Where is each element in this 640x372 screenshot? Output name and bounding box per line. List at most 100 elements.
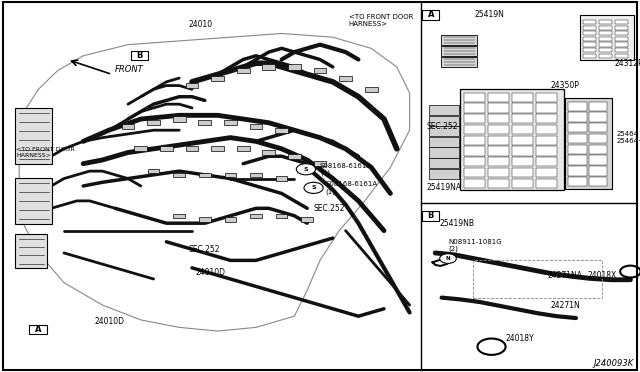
FancyBboxPatch shape <box>488 93 509 102</box>
FancyBboxPatch shape <box>512 157 533 166</box>
FancyBboxPatch shape <box>173 173 185 177</box>
FancyBboxPatch shape <box>288 154 301 159</box>
FancyBboxPatch shape <box>29 325 47 334</box>
FancyBboxPatch shape <box>568 102 587 111</box>
Text: 24010D: 24010D <box>195 268 225 277</box>
FancyBboxPatch shape <box>512 103 533 113</box>
FancyBboxPatch shape <box>615 37 628 41</box>
FancyBboxPatch shape <box>589 123 607 132</box>
Text: 24010D: 24010D <box>95 317 125 326</box>
FancyBboxPatch shape <box>536 179 557 188</box>
FancyBboxPatch shape <box>568 166 587 176</box>
FancyBboxPatch shape <box>589 102 607 111</box>
FancyBboxPatch shape <box>589 134 607 143</box>
FancyBboxPatch shape <box>536 93 557 102</box>
FancyBboxPatch shape <box>580 15 634 60</box>
FancyBboxPatch shape <box>488 114 509 124</box>
FancyBboxPatch shape <box>583 54 596 58</box>
Text: A: A <box>428 10 434 19</box>
FancyBboxPatch shape <box>464 93 485 102</box>
FancyBboxPatch shape <box>429 126 459 137</box>
FancyBboxPatch shape <box>262 64 275 70</box>
Text: S08168-6161A
(1): S08168-6161A (1) <box>320 163 372 176</box>
FancyBboxPatch shape <box>441 57 477 67</box>
FancyBboxPatch shape <box>276 214 287 218</box>
Text: 24010: 24010 <box>189 20 213 29</box>
FancyBboxPatch shape <box>3 2 637 370</box>
Text: A: A <box>35 325 42 334</box>
FancyBboxPatch shape <box>314 68 326 73</box>
Text: 24271N: 24271N <box>550 301 580 310</box>
FancyBboxPatch shape <box>583 48 596 52</box>
FancyBboxPatch shape <box>488 179 509 188</box>
FancyBboxPatch shape <box>464 179 485 188</box>
FancyBboxPatch shape <box>568 177 587 186</box>
Circle shape <box>296 164 316 175</box>
FancyBboxPatch shape <box>211 76 224 81</box>
FancyBboxPatch shape <box>565 98 612 189</box>
FancyBboxPatch shape <box>464 114 485 124</box>
Circle shape <box>440 254 456 263</box>
FancyBboxPatch shape <box>15 234 47 268</box>
FancyBboxPatch shape <box>365 87 378 92</box>
FancyBboxPatch shape <box>301 217 313 222</box>
FancyBboxPatch shape <box>568 155 587 165</box>
FancyBboxPatch shape <box>429 158 459 168</box>
FancyBboxPatch shape <box>147 120 160 125</box>
Text: S08168-6161A
(1): S08168-6161A (1) <box>325 181 377 195</box>
FancyBboxPatch shape <box>441 35 477 45</box>
FancyBboxPatch shape <box>198 120 211 125</box>
FancyBboxPatch shape <box>422 211 439 221</box>
FancyBboxPatch shape <box>131 51 148 60</box>
FancyBboxPatch shape <box>15 178 52 224</box>
Text: N: N <box>445 256 451 261</box>
FancyBboxPatch shape <box>583 26 596 30</box>
FancyBboxPatch shape <box>536 103 557 113</box>
FancyBboxPatch shape <box>314 161 326 166</box>
FancyBboxPatch shape <box>186 83 198 88</box>
FancyBboxPatch shape <box>536 146 557 155</box>
FancyBboxPatch shape <box>250 214 262 218</box>
FancyBboxPatch shape <box>599 26 612 30</box>
FancyBboxPatch shape <box>589 112 607 122</box>
Text: 25419N: 25419N <box>475 10 505 19</box>
FancyBboxPatch shape <box>224 120 237 125</box>
FancyBboxPatch shape <box>568 134 587 143</box>
Text: SEC.252: SEC.252 <box>314 204 345 213</box>
FancyBboxPatch shape <box>464 168 485 177</box>
FancyBboxPatch shape <box>615 20 628 24</box>
FancyBboxPatch shape <box>429 116 459 126</box>
FancyBboxPatch shape <box>615 42 628 46</box>
FancyBboxPatch shape <box>422 10 439 20</box>
FancyBboxPatch shape <box>237 146 250 151</box>
Text: B: B <box>136 51 143 60</box>
FancyBboxPatch shape <box>464 103 485 113</box>
FancyBboxPatch shape <box>199 173 211 177</box>
FancyBboxPatch shape <box>464 157 485 166</box>
FancyBboxPatch shape <box>599 48 612 52</box>
FancyBboxPatch shape <box>488 136 509 145</box>
FancyBboxPatch shape <box>186 146 198 151</box>
Text: 25419NB: 25419NB <box>439 219 474 228</box>
Text: 24350P: 24350P <box>550 81 579 90</box>
FancyBboxPatch shape <box>429 147 459 158</box>
FancyBboxPatch shape <box>134 146 147 151</box>
FancyBboxPatch shape <box>568 145 587 154</box>
FancyBboxPatch shape <box>568 123 587 132</box>
FancyBboxPatch shape <box>583 42 596 46</box>
FancyBboxPatch shape <box>225 217 236 222</box>
Text: SEC.252: SEC.252 <box>189 245 220 254</box>
FancyBboxPatch shape <box>512 93 533 102</box>
Text: 25464
25464+A: 25464 25464+A <box>617 131 640 144</box>
FancyBboxPatch shape <box>122 124 134 129</box>
FancyBboxPatch shape <box>615 54 628 58</box>
FancyBboxPatch shape <box>615 31 628 35</box>
FancyBboxPatch shape <box>488 168 509 177</box>
Text: S: S <box>311 185 316 190</box>
FancyBboxPatch shape <box>262 150 275 155</box>
Text: 24312P: 24312P <box>614 59 640 68</box>
Text: <TO FRONT DOOR
HARNESS>: <TO FRONT DOOR HARNESS> <box>16 147 75 158</box>
FancyBboxPatch shape <box>199 217 211 222</box>
FancyBboxPatch shape <box>488 157 509 166</box>
FancyBboxPatch shape <box>275 128 288 133</box>
